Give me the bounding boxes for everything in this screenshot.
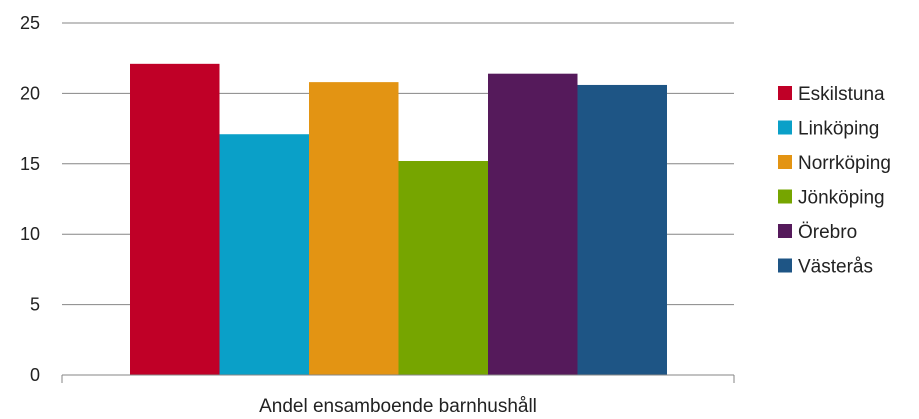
legend-swatch [778, 258, 792, 273]
bars [130, 63, 667, 376]
axes [61, 374, 735, 383]
y-tick-label: 15 [20, 154, 40, 174]
y-tick-label: 20 [20, 83, 40, 103]
bar-eskilstuna [130, 63, 220, 375]
legend-label: Linköping [798, 119, 879, 140]
bar-jönköping [398, 160, 488, 375]
bar-örebro [488, 73, 578, 376]
y-tick-label: 25 [20, 13, 40, 33]
legend-label: Jönköping [798, 188, 885, 209]
legend-label: Norrköping [798, 153, 891, 174]
legend-swatch [778, 224, 792, 238]
y-axis-ticks: 0 5 10 15 20 25 [20, 13, 40, 385]
bar-norrköping [309, 82, 399, 376]
legend: Eskilstuna Linköping Norrköping Jönköping Ör… [778, 84, 891, 278]
bar-västerås [577, 84, 667, 376]
legend-swatch [778, 155, 792, 169]
y-tick-label: 10 [20, 224, 40, 244]
legend-swatch [778, 189, 792, 204]
y-tick-label: 0 [30, 365, 40, 385]
y-tick-label: 5 [30, 295, 40, 315]
x-axis-label: Andel ensamboende barnhushåll [259, 396, 537, 417]
legend-label: Västerås [798, 257, 873, 278]
legend-swatch [778, 86, 792, 100]
legend-label: Örebro [798, 222, 857, 243]
legend-swatch [778, 120, 792, 135]
bar-linköping [219, 134, 309, 375]
legend-label: Eskilstuna [798, 84, 885, 105]
